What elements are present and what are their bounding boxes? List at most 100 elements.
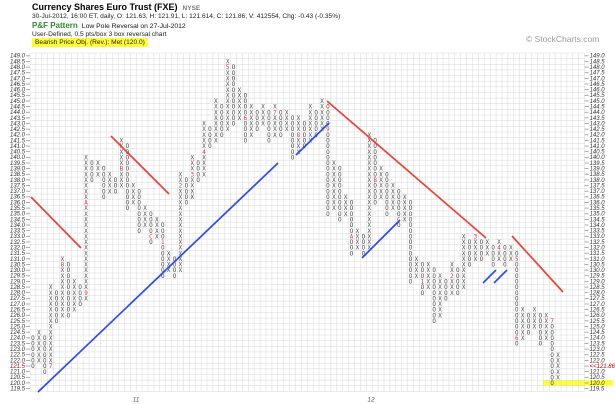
svg-text:O: O	[232, 65, 236, 71]
svg-text:X: X	[190, 161, 194, 167]
svg-text:O: O	[126, 172, 130, 178]
svg-text:9: 9	[326, 127, 330, 133]
svg-text:O: O	[338, 217, 342, 223]
svg-text:X: X	[202, 127, 206, 133]
svg-text:O: O	[432, 285, 436, 291]
svg-text:123.5: 123.5	[10, 341, 26, 347]
svg-text:X: X	[214, 122, 218, 128]
svg-text:X: X	[214, 99, 218, 105]
svg-text:O: O	[362, 240, 366, 246]
svg-text:O: O	[326, 155, 330, 161]
svg-text:X: X	[226, 60, 230, 66]
svg-text:X: X	[143, 212, 147, 218]
svg-text:O: O	[78, 285, 82, 291]
svg-text:X: X	[556, 353, 560, 359]
svg-text:X: X	[509, 246, 513, 252]
svg-text:O: O	[338, 167, 342, 173]
svg-text:O: O	[67, 296, 71, 302]
svg-text:122.5: 122.5	[10, 353, 26, 359]
svg-text:O: O	[550, 336, 554, 342]
svg-text:X: X	[202, 144, 206, 150]
svg-text:O: O	[220, 116, 224, 122]
svg-text:139.0: 139.0	[590, 167, 606, 173]
svg-text:O: O	[515, 263, 519, 269]
svg-text:X: X	[167, 268, 171, 274]
svg-text:O: O	[515, 330, 519, 336]
svg-text:X: X	[96, 167, 100, 173]
svg-text:O: O	[421, 274, 425, 280]
svg-text:O: O	[350, 223, 354, 229]
svg-text:O: O	[126, 161, 130, 167]
svg-text:O: O	[67, 285, 71, 291]
svg-text:148.0: 148.0	[590, 65, 606, 71]
svg-text:O: O	[326, 189, 330, 195]
svg-text:138.5: 138.5	[590, 172, 606, 178]
svg-text:X: X	[332, 206, 336, 212]
svg-text:O: O	[409, 251, 413, 257]
svg-text:X: X	[332, 201, 336, 207]
svg-text:O: O	[503, 246, 507, 252]
svg-text:136.0: 136.0	[590, 200, 606, 206]
svg-text:X: X	[190, 155, 194, 161]
svg-text:O: O	[456, 291, 460, 297]
svg-text:O: O	[161, 274, 165, 280]
svg-text:O: O	[244, 127, 248, 133]
svg-text:1: 1	[421, 280, 425, 286]
svg-text:X: X	[214, 127, 218, 133]
svg-text:O: O	[137, 195, 141, 201]
svg-text:O: O	[456, 285, 460, 291]
svg-text:X: X	[84, 234, 88, 240]
svg-text:O: O	[185, 195, 189, 201]
svg-text:X: X	[179, 195, 183, 201]
svg-text:X: X	[261, 116, 265, 122]
svg-text:O: O	[126, 195, 130, 201]
svg-text:O: O	[126, 206, 130, 212]
svg-text:X: X	[96, 172, 100, 178]
svg-text:O: O	[503, 263, 507, 269]
svg-text:O: O	[550, 375, 554, 381]
svg-text:O: O	[326, 105, 330, 111]
svg-text:X: X	[367, 189, 371, 195]
svg-text:128.0: 128.0	[590, 291, 606, 297]
svg-text:O: O	[220, 122, 224, 128]
svg-text:X: X	[238, 110, 242, 116]
svg-text:X: X	[120, 139, 124, 145]
svg-text:X: X	[261, 105, 265, 111]
svg-text:O: O	[515, 291, 519, 297]
svg-text:O: O	[550, 364, 554, 370]
svg-text:124.5: 124.5	[590, 330, 606, 336]
svg-text:X: X	[214, 110, 218, 116]
svg-text:X: X	[84, 184, 88, 190]
svg-text:3: 3	[474, 234, 478, 240]
svg-text:X: X	[155, 223, 159, 229]
svg-text:X: X	[108, 178, 112, 184]
svg-text:X: X	[84, 296, 88, 302]
svg-text:O: O	[314, 122, 318, 128]
svg-text:141.5: 141.5	[10, 138, 26, 144]
svg-text:<<121.86: <<121.86	[590, 364, 615, 370]
svg-text:X: X	[474, 246, 478, 252]
svg-text:O: O	[291, 144, 295, 150]
svg-text:X: X	[485, 246, 489, 252]
svg-text:145.5: 145.5	[10, 93, 26, 99]
svg-text:O: O	[338, 172, 342, 178]
svg-text:O: O	[31, 347, 35, 353]
svg-text:O: O	[350, 206, 354, 212]
svg-text:X: X	[84, 178, 88, 184]
svg-text:125.0: 125.0	[10, 324, 26, 330]
svg-text:X: X	[462, 285, 466, 291]
svg-text:121.0: 121.0	[590, 370, 606, 376]
svg-text:O: O	[432, 268, 436, 274]
svg-text:O: O	[149, 229, 153, 235]
svg-text:O: O	[102, 195, 106, 201]
svg-text:X: X	[61, 308, 65, 314]
svg-text:O: O	[43, 370, 47, 376]
svg-text:O: O	[267, 116, 271, 122]
svg-text:O: O	[196, 161, 200, 167]
svg-text:X: X	[415, 274, 419, 280]
svg-text:X: X	[356, 246, 360, 252]
svg-text:O: O	[480, 246, 484, 252]
bullish-support-line	[482, 269, 497, 284]
svg-text:O: O	[126, 201, 130, 207]
svg-text:O: O	[43, 336, 47, 342]
